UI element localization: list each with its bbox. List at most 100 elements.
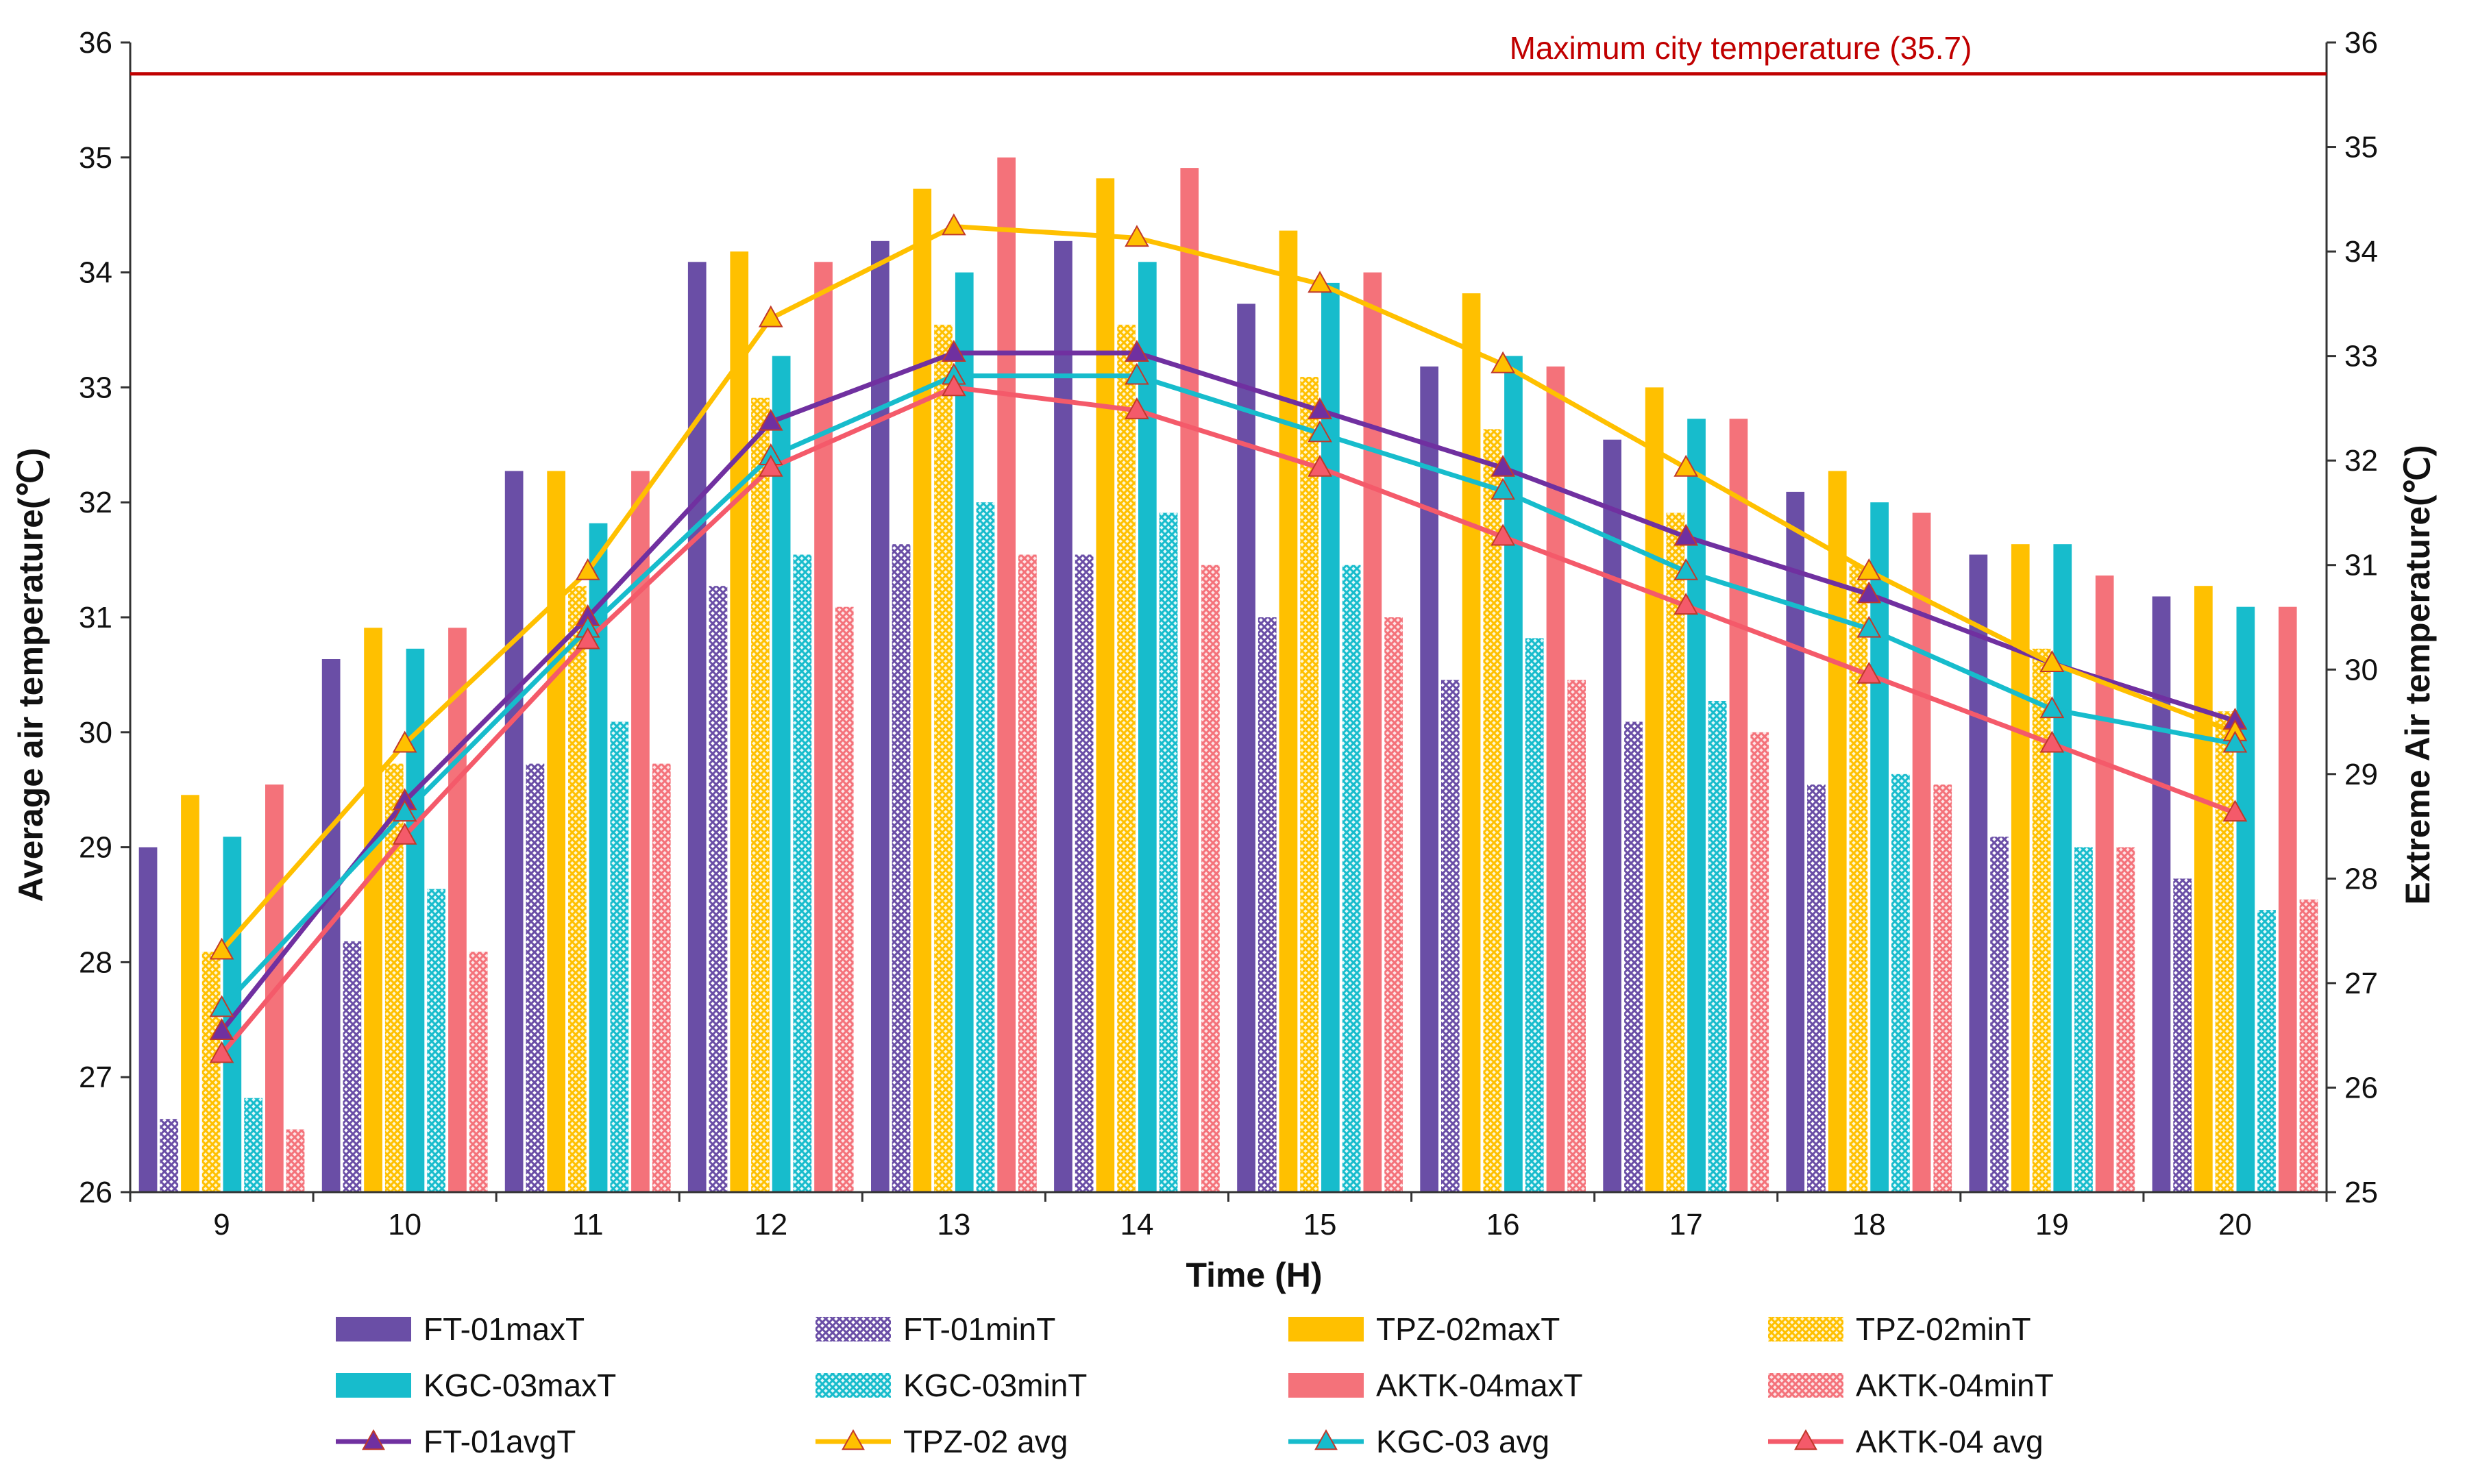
bar-FT-01maxT-15	[1237, 304, 1255, 1192]
bar-AKTK-04maxT-15	[1363, 272, 1382, 1193]
marker-AKTK-04 avg-9	[209, 1041, 234, 1063]
bar-AKTK-04maxT-12	[814, 262, 833, 1192]
bar-KGC-03minT-20	[2257, 910, 2276, 1192]
y-tick-label-right: 34	[2344, 235, 2378, 269]
bar-KGC-03minT-15	[1342, 565, 1361, 1192]
bar-AKTK-04minT-19	[2116, 847, 2135, 1192]
legend-label-TPZ-02maxT: TPZ-02maxT	[1376, 1311, 1560, 1347]
bar-FT-01minT-16	[1441, 680, 1460, 1192]
marker-FT-01avgT-14	[1125, 340, 1149, 362]
bar-AKTK-04minT-10	[469, 952, 488, 1192]
marker-FT-01avgT-13	[942, 340, 966, 362]
bar-KGC-03minT-13	[976, 502, 995, 1192]
y-tick-label-left: 36	[79, 26, 112, 60]
marker-TPZ-02 avg-14	[1125, 225, 1149, 247]
bar-KGC-03minT-19	[2074, 847, 2093, 1192]
bar-KGC-03maxT-17	[1687, 419, 1706, 1193]
legend-swatch-FT-01maxT	[336, 1317, 411, 1341]
x-tick-label: 19	[2035, 1208, 2069, 1241]
bar-AKTK-04minT-20	[2299, 899, 2318, 1192]
bar-TPZ-02maxT-20	[2194, 586, 2213, 1192]
y-tick-label-right: 26	[2344, 1071, 2378, 1104]
marker-TPZ-02 avg-9	[209, 937, 234, 960]
marker-AKTK-04 avg-15	[1308, 454, 1332, 477]
y-tick-label-right: 31	[2344, 549, 2378, 582]
marker-AKTK-04 avg-10	[392, 822, 417, 845]
y-tick-label-right: 33	[2344, 340, 2378, 373]
bar-FT-01minT-19	[1990, 837, 2009, 1192]
legend-marker-KGC-03 avg	[1314, 1429, 1338, 1450]
y-tick-label-left: 27	[79, 1061, 112, 1094]
bar-TPZ-02maxT-13	[913, 188, 932, 1193]
bar-AKTK-04maxT-16	[1546, 366, 1565, 1192]
line-TPZ-02 avg	[219, 224, 2236, 952]
bar-TPZ-02minT-11	[568, 586, 587, 1192]
marker-FT-01avgT-9	[209, 1018, 234, 1040]
bar-KGC-03maxT-12	[772, 356, 791, 1192]
y-tick-label-right: 28	[2344, 862, 2378, 895]
bar-TPZ-02minT-13	[934, 324, 953, 1192]
marker-FT-01avgT-18	[1856, 581, 1882, 604]
bar-TPZ-02maxT-11	[547, 471, 565, 1192]
bar-AKTK-04maxT-10	[448, 628, 467, 1192]
legend-label-FT-01maxT: FT-01maxT	[424, 1311, 585, 1347]
legend-swatch-KGC-03minT	[815, 1373, 891, 1398]
y-tick-label-left: 28	[79, 945, 112, 979]
bar-TPZ-02minT-14	[1117, 324, 1136, 1192]
legend-label-AKTK-04maxT: AKTK-04maxT	[1376, 1368, 1583, 1403]
bar-AKTK-04minT-9	[286, 1129, 305, 1192]
x-tick-label: 17	[1669, 1208, 1703, 1241]
x-axis-title: Time (H)	[1186, 1256, 1322, 1294]
marker-FT-01avgT-16	[1491, 454, 1515, 477]
legend-marker-AKTK-04 avg	[1794, 1429, 1817, 1450]
marker-TPZ-02 avg-13	[942, 213, 966, 236]
x-tick-label: 14	[1120, 1208, 1153, 1241]
marker-AKTK-04 avg-19	[2039, 730, 2065, 753]
y-tick-label-right: 25	[2344, 1176, 2378, 1209]
bar-TPZ-02minT-16	[1483, 429, 1502, 1192]
marker-KGC-03 avg-18	[1856, 615, 1882, 638]
bar-AKTK-04minT-11	[652, 763, 671, 1192]
marker-FT-01avgT-15	[1308, 397, 1332, 419]
bar-TPZ-02minT-20	[2215, 711, 2234, 1192]
x-tick-label: 9	[213, 1208, 230, 1241]
x-tick-label: 13	[937, 1208, 970, 1241]
bar-TPZ-02minT-15	[1300, 377, 1319, 1192]
bar-TPZ-02maxT-15	[1279, 230, 1298, 1193]
bar-FT-01maxT-13	[871, 240, 890, 1192]
marker-KGC-03 avg-17	[1673, 558, 1699, 580]
bar-AKTK-04maxT-17	[1729, 419, 1748, 1193]
marker-TPZ-02 avg-19	[2039, 650, 2065, 673]
bar-KGC-03maxT-18	[1870, 502, 1889, 1192]
bar-FT-01minT-14	[1075, 554, 1094, 1192]
bar-FT-01maxT-17	[1603, 439, 1621, 1193]
bar-TPZ-02maxT-17	[1645, 387, 1664, 1192]
bar-FT-01maxT-11	[504, 471, 524, 1192]
y-tick-label-left: 35	[79, 141, 112, 175]
bar-FT-01maxT-20	[2152, 596, 2171, 1192]
x-tick-label: 15	[1303, 1208, 1337, 1241]
bar-TPZ-02maxT-18	[1828, 471, 1847, 1192]
bar-AKTK-04minT-18	[1933, 784, 1952, 1192]
marker-AKTK-04 avg-12	[758, 454, 783, 477]
marker-TPZ-02 avg-16	[1491, 351, 1515, 373]
bar-AKTK-04maxT-13	[997, 157, 1016, 1192]
bar-FT-01minT-18	[1807, 784, 1826, 1192]
marker-KGC-03 avg-16	[1491, 478, 1515, 500]
marker-AKTK-04 avg-16	[1491, 523, 1515, 546]
bar-KGC-03minT-10	[427, 889, 445, 1192]
bar-FT-01maxT-12	[687, 262, 707, 1192]
y-tick-label-left: 29	[79, 831, 112, 865]
bar-TPZ-02maxT-12	[730, 251, 749, 1193]
bar-TPZ-02maxT-10	[364, 628, 382, 1192]
bar-AKTK-04minT-17	[1750, 732, 1769, 1192]
legend-label-FT-01avgT: FT-01avgT	[424, 1424, 576, 1459]
y-tick-label-left: 30	[79, 716, 112, 750]
legend-label-FT-01minT: FT-01minT	[903, 1311, 1055, 1347]
bar-FT-01minT-15	[1258, 617, 1277, 1192]
bar-TPZ-02minT-18	[1849, 565, 1868, 1192]
bar-KGC-03maxT-16	[1504, 356, 1523, 1192]
bar-FT-01minT-17	[1624, 721, 1643, 1192]
bar-AKTK-04maxT-19	[2095, 576, 2114, 1192]
bar-group	[138, 157, 2318, 1193]
